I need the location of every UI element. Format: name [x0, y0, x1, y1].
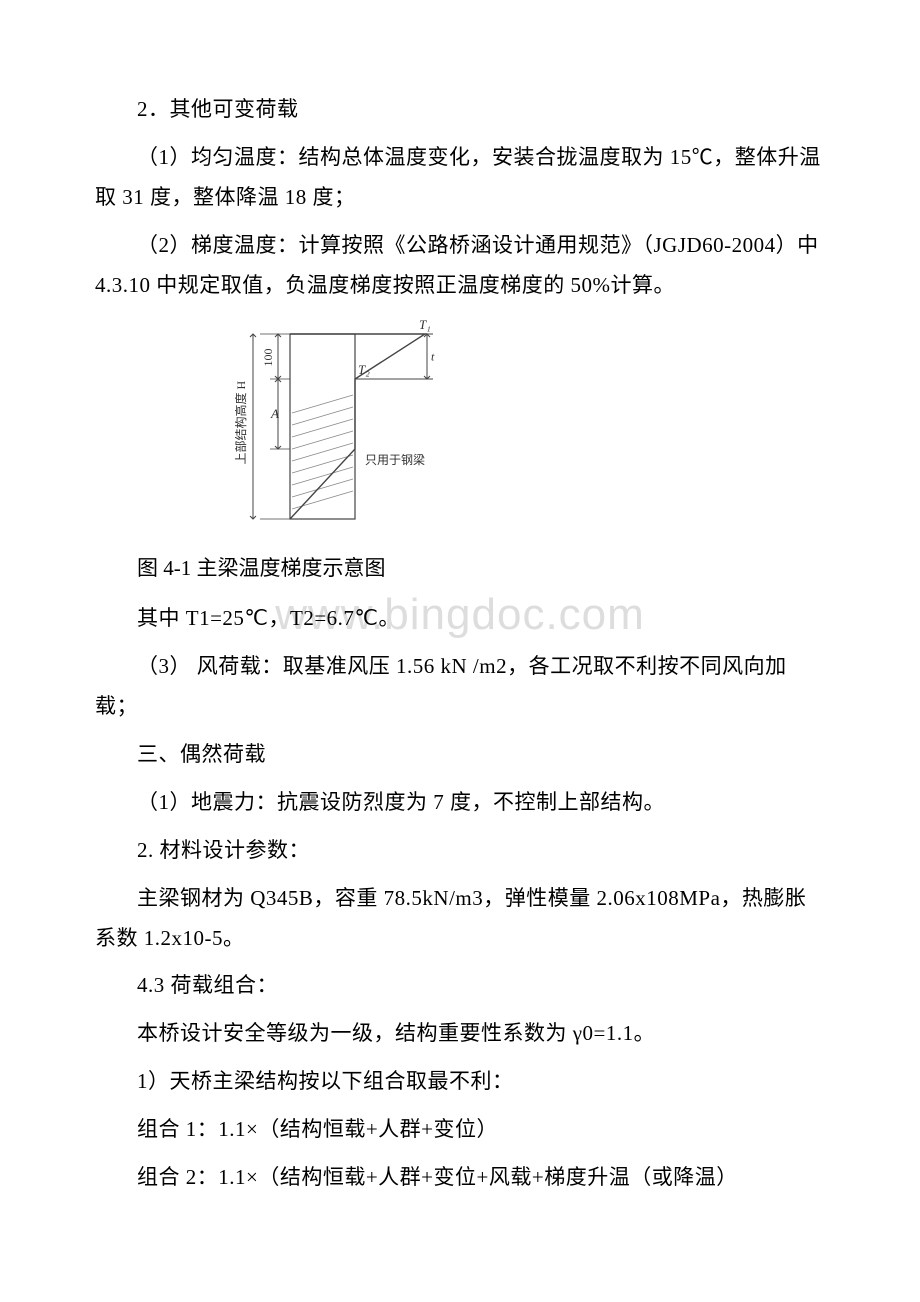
heading: 4.3 荷载组合： [95, 966, 825, 1006]
document-page: 2．其他可变荷载 （1）均匀温度：结构总体温度变化，安装合拢温度取为 15℃，整… [0, 0, 920, 1266]
svg-text:只用于钢梁: 只用于钢梁 [365, 452, 425, 467]
svg-text:A: A [270, 406, 279, 421]
gradient-temperature-diagram: T₁ T₂ t 100 A 上部结构高度 H 只用于钢梁 [235, 319, 455, 539]
paragraph: （2）梯度温度：计算按照《公路桥涵设计通用规范》（JGJD60-2004）中 4… [95, 226, 825, 306]
paragraph: 组合 1：1.1×（结构恒载+人群+变位） [95, 1110, 825, 1150]
heading: 2. 材料设计参数： [95, 831, 825, 871]
paragraph: 2．其他可变荷载 [95, 90, 825, 130]
svg-text:100: 100 [261, 349, 275, 367]
paragraph: （1）均匀温度：结构总体温度变化，安装合拢温度取为 15℃，整体升温取 31 度… [95, 138, 825, 218]
svg-text:T₂: T₂ [358, 362, 370, 377]
svg-text:T₁: T₁ [419, 319, 431, 332]
paragraph: 其中 T1=25℃，T2=6.7℃。 [95, 599, 825, 639]
paragraph: （3） 风荷载：取基准风压 1.56 kN /m2，各工况取不利按不同风向加载； [95, 647, 825, 727]
paragraph: 主梁钢材为 Q345B，容重 78.5kN/m3，弹性模量 2.06x108MP… [95, 879, 825, 959]
paragraph: （1）地震力：抗震设防烈度为 7 度，不控制上部结构。 [95, 783, 825, 823]
figure-caption: 图 4-1 主梁温度梯度示意图 [95, 549, 825, 589]
paragraph: 组合 2：1.1×（结构恒载+人群+变位+风载+梯度升温（或降温） [95, 1158, 825, 1198]
svg-text:上部结构高度 H: 上部结构高度 H [235, 381, 248, 465]
paragraph: 1）天桥主梁结构按以下组合取最不利： [95, 1062, 825, 1102]
paragraph: 本桥设计安全等级为一级，结构重要性系数为 γ0=1.1。 [95, 1014, 825, 1054]
svg-text:t: t [431, 350, 435, 364]
heading: 三、偶然荷载 [95, 735, 825, 775]
